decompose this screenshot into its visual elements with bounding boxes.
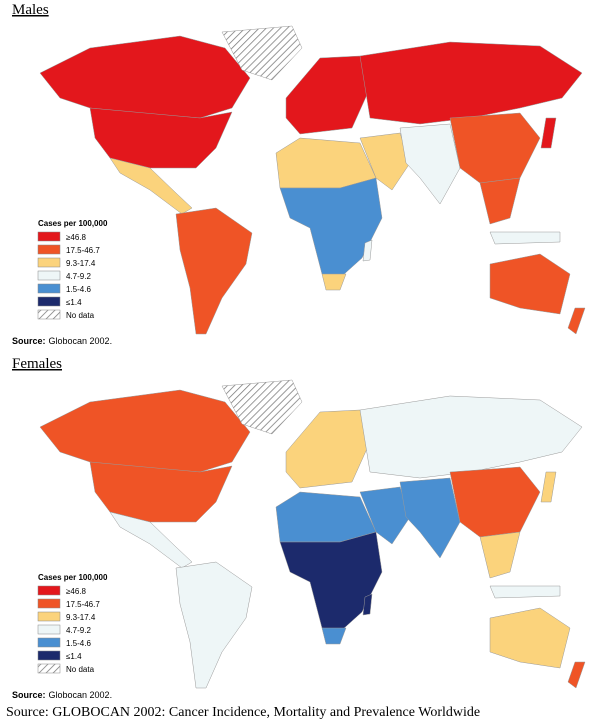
country-region — [175, 207, 253, 335]
country-region — [540, 471, 557, 503]
world-map — [39, 25, 586, 335]
country-region — [489, 585, 561, 599]
legend-label: 17.5-46.7 — [66, 600, 100, 609]
legend-swatch — [37, 598, 61, 609]
country-region — [89, 107, 233, 169]
country-region — [321, 627, 347, 645]
country-region — [275, 491, 377, 543]
country-region — [489, 253, 571, 315]
legend-label: No data — [66, 665, 95, 674]
legend-label: ≤1.4 — [66, 298, 82, 307]
legend-swatch — [37, 309, 61, 320]
country-region — [567, 661, 586, 689]
country-region — [399, 123, 461, 205]
country-region — [362, 593, 373, 616]
country-region — [359, 41, 583, 125]
country-region — [489, 607, 571, 669]
source-text: Globocan 2002. — [49, 690, 113, 700]
legend-swatch — [37, 231, 61, 242]
legend-title: Cases per 100,000 — [38, 219, 108, 228]
country-region — [399, 477, 461, 559]
legend-swatch — [37, 663, 61, 674]
country-region — [275, 137, 377, 189]
legend-label: 9.3-17.4 — [66, 613, 96, 622]
country-region — [359, 132, 411, 191]
legend-swatch — [37, 637, 61, 648]
map-panel: Females Cases per 100,000 ≥46.8 17.5-46.7 9.… — [12, 356, 586, 700]
country-region — [362, 239, 373, 262]
legend-swatch — [37, 650, 61, 661]
source-label: Source: — [12, 690, 46, 700]
country-region — [279, 177, 383, 277]
legend-label: No data — [66, 311, 95, 320]
country-region — [221, 379, 303, 435]
country-region — [285, 55, 371, 135]
country-region — [89, 461, 233, 523]
country-region — [109, 157, 193, 215]
country-region — [359, 486, 411, 545]
source-label: Source: — [12, 336, 46, 346]
legend-label: 1.5-4.6 — [66, 285, 91, 294]
legend-label: 1.5-4.6 — [66, 639, 91, 648]
legend-swatch — [37, 257, 61, 268]
caption: Source: GLOBOCAN 2002: Cancer Incidence,… — [6, 705, 480, 720]
legend-swatch — [37, 296, 61, 307]
legend-swatch — [37, 283, 61, 294]
country-region — [449, 112, 541, 184]
legend-label: 4.7-9.2 — [66, 272, 91, 281]
legend-swatch — [37, 270, 61, 281]
country-region — [285, 409, 371, 489]
world-map — [39, 379, 586, 689]
legend-label: ≥46.8 — [66, 233, 87, 242]
source-note: Source: Globocan 2002. — [12, 690, 112, 700]
legend-label: ≤1.4 — [66, 652, 82, 661]
map-panel: Males Cases per 100,000 ≥46.8 17.5-46.7 9.3-… — [12, 2, 586, 346]
legend-label: ≥46.8 — [66, 587, 87, 596]
country-region — [109, 511, 193, 569]
country-region — [321, 273, 347, 291]
legend-swatch — [37, 611, 61, 622]
panel-title: Females — [12, 356, 62, 372]
country-region — [479, 177, 521, 225]
source-text: Globocan 2002. — [49, 336, 113, 346]
legend-label: 9.3-17.4 — [66, 259, 96, 268]
country-region — [221, 25, 303, 81]
country-region — [175, 561, 253, 689]
legend-label: 4.7-9.2 — [66, 626, 91, 635]
country-region — [489, 231, 561, 245]
legend-swatch — [37, 244, 61, 255]
source-note: Source: Globocan 2002. — [12, 336, 112, 346]
country-region — [39, 35, 251, 119]
country-region — [540, 117, 557, 149]
legend-swatch — [37, 624, 61, 635]
legend-title: Cases per 100,000 — [38, 573, 108, 582]
country-region — [279, 531, 383, 631]
panel-title: Males — [12, 2, 49, 18]
country-region — [39, 389, 251, 473]
legend-label: 17.5-46.7 — [66, 246, 100, 255]
legend-swatch — [37, 585, 61, 596]
country-region — [449, 466, 541, 538]
country-region — [359, 395, 583, 479]
country-region — [567, 307, 586, 335]
country-region — [479, 531, 521, 579]
